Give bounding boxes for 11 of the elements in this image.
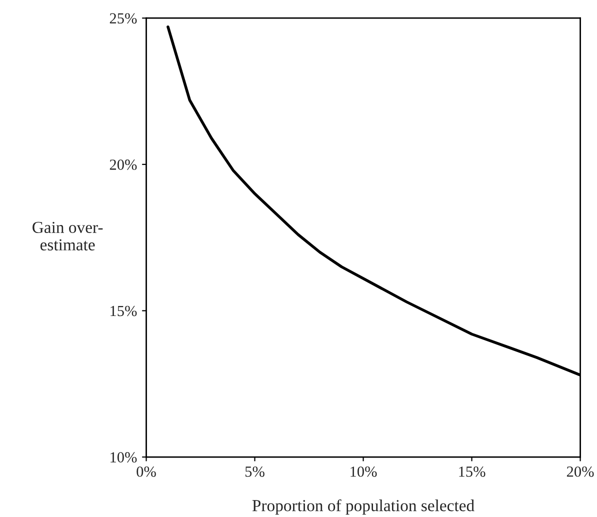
x-tick-label: 15% xyxy=(459,466,486,477)
y-axis-title: Gain over- estimate xyxy=(32,222,103,250)
y-tick-label: 15% xyxy=(110,306,137,316)
x-tick-label: 0% xyxy=(136,466,156,477)
y-tick-label: 20% xyxy=(110,160,137,170)
y-tick-label: 10% xyxy=(110,452,137,463)
y-tick-label: 25% xyxy=(110,13,137,24)
x-tick-label: 20% xyxy=(566,466,594,477)
x-tick-label: 5% xyxy=(245,466,264,477)
x-axis-title: Proportion of population selected xyxy=(252,499,474,515)
x-tick-label: 10% xyxy=(350,466,377,477)
